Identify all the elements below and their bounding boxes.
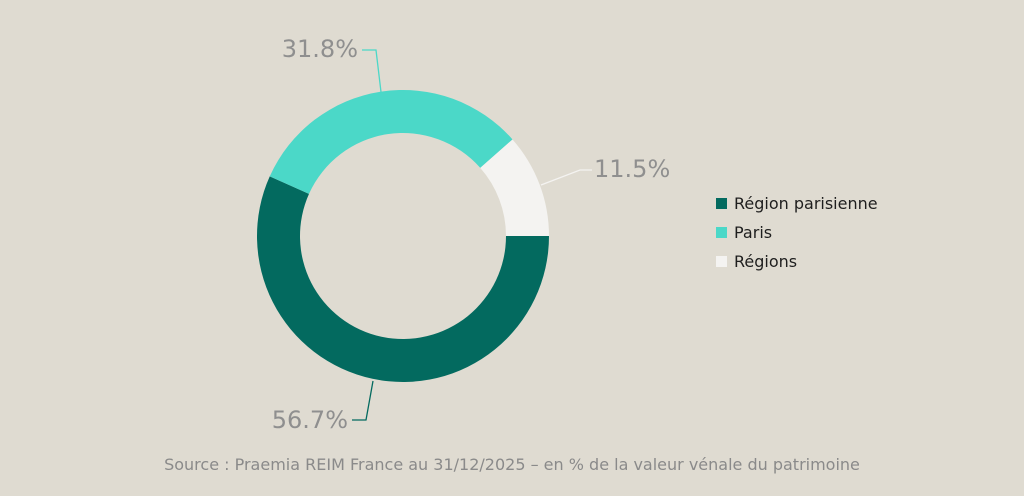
leader-line-paris [362, 49, 382, 93]
legend-item-region-parisienne: Région parisienne [716, 192, 878, 214]
donut-slice-region-parisienne [256, 176, 550, 383]
percentage-labels: 56.7% 31.8% 11.5% [272, 35, 671, 434]
legend-swatch-region-parisienne [716, 197, 727, 209]
donut-slices [256, 89, 550, 383]
legend-swatch-regions [716, 255, 727, 267]
pct-label-regions: 11.5% [594, 155, 670, 183]
legend: Région parisienne Paris Régions [716, 192, 878, 272]
legend-item-regions: Régions [716, 250, 878, 272]
donut-slice-regions [480, 139, 549, 236]
leader-line-regions [540, 169, 592, 186]
donut-slice-paris [269, 89, 513, 194]
pct-label-region-parisienne: 56.7% [272, 406, 348, 434]
legend-swatch-paris [716, 226, 727, 238]
legend-label-region-parisienne: Région parisienne [734, 193, 878, 213]
legend-label-regions: Régions [734, 251, 798, 271]
leader-line-region-parisienne [352, 380, 374, 421]
legend-label-paris: Paris [734, 222, 773, 242]
pct-label-paris: 31.8% [282, 35, 358, 63]
source-note: Source : Praemia REIM France au 31/12/20… [164, 455, 860, 474]
legend-item-paris: Paris [716, 221, 878, 243]
leader-lines [352, 49, 592, 421]
